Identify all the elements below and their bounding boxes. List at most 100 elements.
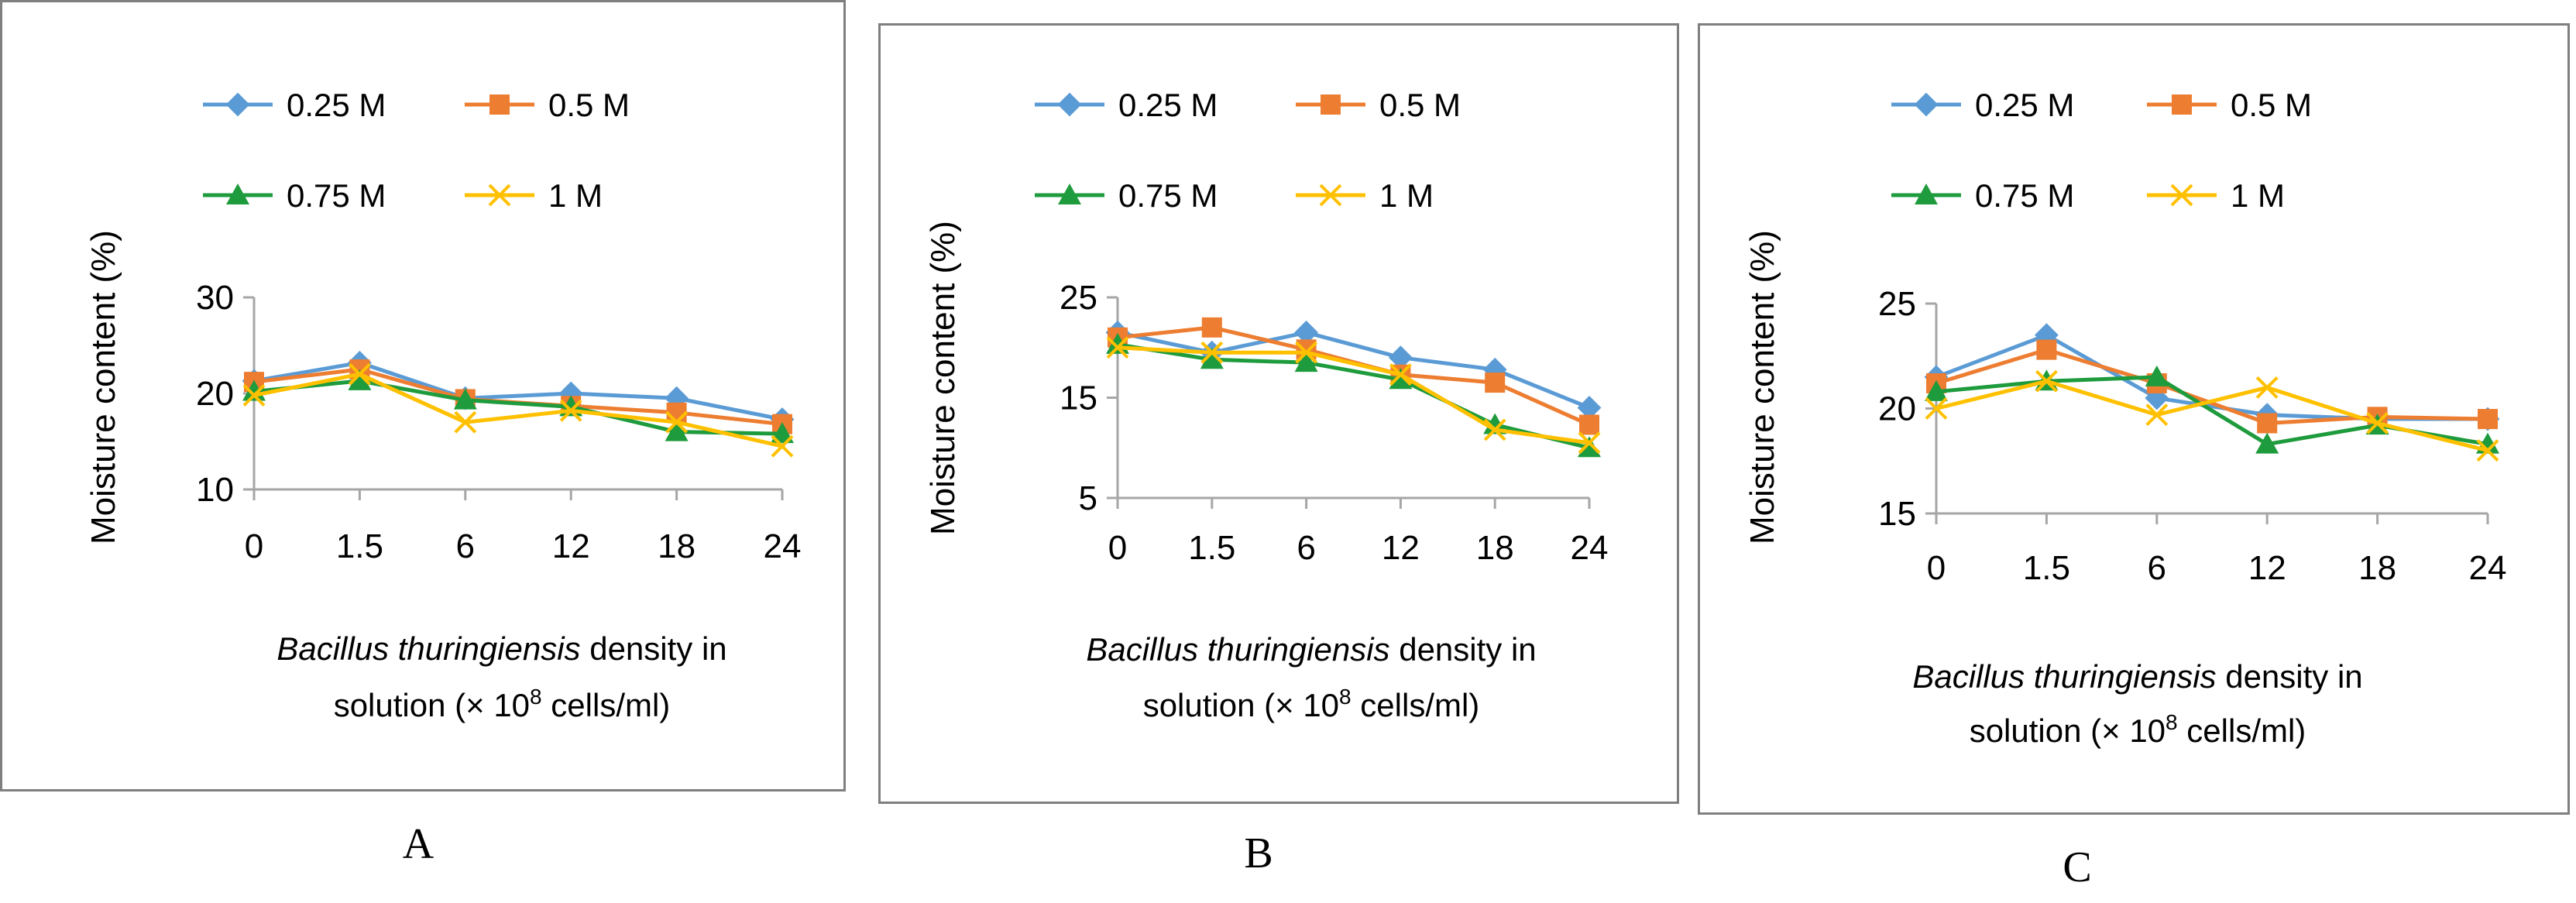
x-tick-label-3: 12 xyxy=(1382,529,1420,567)
panel-label-b: B xyxy=(1244,829,1273,877)
x-axis-label-italic: Bacillus thuringiensis xyxy=(276,630,580,667)
data-point-0 xyxy=(1925,379,1948,401)
data-point-5 xyxy=(771,422,794,444)
legend-marker xyxy=(225,92,250,117)
data-point-5 xyxy=(1579,414,1599,435)
series-05m xyxy=(1926,339,2498,434)
series-line xyxy=(1117,330,1590,410)
data-point-5 xyxy=(771,434,794,458)
data-point-1 xyxy=(1200,341,1224,364)
data-point-2-b xyxy=(1295,341,1318,364)
x-axis-label-superscript: 8 xyxy=(530,685,542,709)
data-point-4-b xyxy=(1483,418,1506,441)
legend-entry-2: 0.75 M xyxy=(203,177,386,214)
legend-marker-b xyxy=(1319,184,1342,207)
legend-label: 0.25 M xyxy=(287,87,386,123)
data-point-3-b xyxy=(1389,363,1412,386)
legend-marker xyxy=(1058,184,1081,204)
series-line xyxy=(1935,333,2488,421)
chart-frame xyxy=(878,23,1679,804)
x-tick-label-1: 1.5 xyxy=(336,527,383,565)
legend-entry-1: 0.5 M xyxy=(465,87,630,123)
data-point-2-b xyxy=(454,410,477,434)
y-tick-label-2: 25 xyxy=(1878,285,1916,323)
x-axis-label-line1: Bacillus thuringiensis density in xyxy=(1086,631,1536,668)
y-tick-label-1: 20 xyxy=(1878,390,1916,428)
x-axis-label-italic: Bacillus thuringiensis xyxy=(1912,658,2216,695)
x-tick-label-1: 1.5 xyxy=(2023,549,2070,587)
series-line xyxy=(253,372,783,448)
series-1m xyxy=(1106,336,1601,455)
data-point-4-b xyxy=(665,410,689,434)
data-point-3-b xyxy=(2255,376,2279,399)
data-point-4 xyxy=(2366,412,2389,434)
data-point-0 xyxy=(242,384,266,407)
series-line xyxy=(1117,345,1590,445)
data-point-3 xyxy=(1389,363,1412,386)
x-tick-label-1: 1.5 xyxy=(1188,529,1235,567)
chart-panel-a: 10 20 30 0 1.5 6 12 18 24 0.25 M 0.5 M 0.75 M 1 M Moi… xyxy=(0,0,846,791)
legend-entry-2: 0.75 M xyxy=(1891,177,2074,214)
y-tick-label-2: 30 xyxy=(196,279,234,317)
x-axis-label-line2: solution (× 108 cells/ml) xyxy=(1143,685,1480,723)
x-tick-label-0: 0 xyxy=(1927,549,1946,587)
data-point-3 xyxy=(559,399,582,422)
data-point-4 xyxy=(665,410,689,434)
legend-entry-0: 0.25 M xyxy=(1891,87,2074,123)
x-axis-label-superscript: 8 xyxy=(2166,710,2178,734)
data-point-1 xyxy=(348,369,372,390)
data-point-5 xyxy=(2476,439,2499,462)
legend-label: 0.5 M xyxy=(2231,87,2312,123)
data-point-3-b xyxy=(559,399,582,422)
y-axis-label: Moisture content (%) xyxy=(84,230,122,544)
data-point-0 xyxy=(1925,397,1948,420)
legend-label: 1 M xyxy=(548,177,603,214)
panel-label-a: A xyxy=(403,820,434,868)
x-axis-label-line1: Bacillus thuringiensis density in xyxy=(1912,658,2362,695)
x-tick-label-3: 12 xyxy=(552,527,590,565)
legend-label: 0.75 M xyxy=(287,177,386,214)
legend-entry-1: 0.5 M xyxy=(1296,87,1461,123)
x-axis-label-pre: solution (× 10 xyxy=(1970,712,2166,749)
legend-entry-0: 0.25 M xyxy=(1035,87,1218,123)
x-axis-label-line2: solution (× 108 cells/ml) xyxy=(334,685,671,723)
data-point-2 xyxy=(453,388,477,410)
y-tick-label-0: 15 xyxy=(1878,495,1916,533)
legend-label: 0.5 M xyxy=(548,87,630,123)
series-1m xyxy=(1925,369,2499,462)
series-line xyxy=(1935,379,2488,453)
x-tick-label-4: 18 xyxy=(2358,549,2396,587)
legend-label: 0.25 M xyxy=(1975,87,2074,123)
legend-label: 0.25 M xyxy=(1118,87,1218,123)
x-axis-label-post: cells/ml) xyxy=(2178,712,2306,749)
y-tick-label-1: 20 xyxy=(196,375,234,413)
x-axis-label-rest: density in xyxy=(2217,658,2363,695)
chart-panel-b: 5 15 25 0 1.5 6 12 18 24 0.25 M 0.5 M 0.75 M 1 M Mois… xyxy=(878,23,1679,804)
x-axis-label-superscript: 8 xyxy=(1339,685,1352,709)
x-axis-label-line1: Bacillus thuringiensis density in xyxy=(276,630,726,667)
data-point-1 xyxy=(2036,339,2057,360)
legend-entry-3: 1 M xyxy=(1296,177,1434,214)
series-075m xyxy=(1925,365,2499,454)
x-tick-label-2: 6 xyxy=(456,527,475,565)
legend-marker xyxy=(1914,92,1939,117)
x-tick-label-5: 24 xyxy=(764,527,802,565)
data-point-1-b xyxy=(1200,341,1224,364)
data-point-5-b xyxy=(771,434,794,458)
series-line xyxy=(253,379,783,436)
x-axis-label-line2: solution (× 108 cells/ml) xyxy=(1970,710,2306,749)
data-point-5 xyxy=(1578,431,1601,455)
series-025m xyxy=(1924,323,2500,431)
legend-label: 0.75 M xyxy=(1118,177,1218,214)
series-line xyxy=(1117,325,1591,427)
x-axis-label-pre: solution (× 10 xyxy=(1143,687,1339,723)
data-point-2-b xyxy=(2145,403,2169,427)
data-point-1 xyxy=(2035,369,2058,393)
legend-marker xyxy=(226,184,249,204)
y-tick-label-2: 25 xyxy=(1060,279,1097,317)
data-point-3 xyxy=(2255,376,2279,399)
x-axis-label-italic: Bacillus thuringiensis xyxy=(1086,631,1389,668)
data-point-0-b xyxy=(1106,336,1129,359)
legend-marker xyxy=(1915,184,1938,204)
